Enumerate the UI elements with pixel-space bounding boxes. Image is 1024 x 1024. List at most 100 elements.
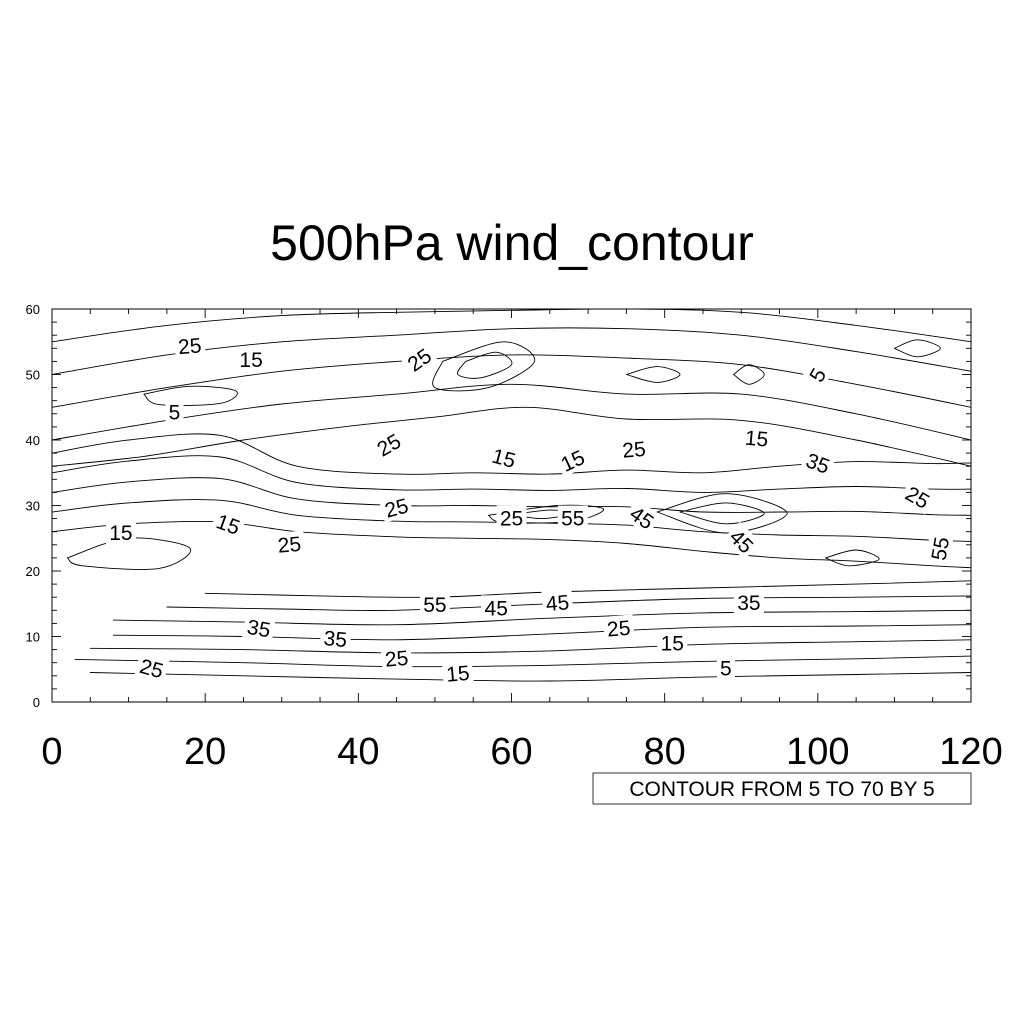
contour-label-bg (557, 505, 588, 530)
x-tick-label: 0 (41, 731, 62, 773)
x-tick-label: 60 (490, 731, 532, 773)
contour-label-text: 55 (928, 535, 955, 562)
contour-label-bg (242, 613, 276, 643)
contour-label-bg (740, 424, 773, 451)
contour-label: 25 (496, 505, 527, 531)
info-label-box: CONTOUR FROM 5 TO 70 BY 5 (592, 772, 972, 805)
y-tick-label: 0 (33, 695, 40, 710)
contour-label-bg (802, 360, 832, 389)
contour-label: 55 (557, 505, 588, 531)
contour-label: 25 (898, 478, 937, 515)
contour-label: 5 (802, 360, 832, 389)
contour-line-50 (51, 455, 972, 493)
contour-label-text: 35 (245, 616, 272, 643)
contour-label-text: 55 (423, 594, 446, 617)
y-tick-label: 10 (26, 630, 40, 645)
contour-label: 25 (602, 614, 635, 642)
contour-label-bg (481, 595, 512, 620)
contour-line-40 (51, 477, 972, 516)
contour-label-text: 15 (661, 633, 684, 656)
contour-line-25 (51, 406, 972, 467)
contour-line-20 (825, 549, 880, 567)
contour-label: 25 (273, 530, 306, 558)
contour-label: 55 (924, 531, 955, 566)
contour-label-bg (496, 505, 527, 530)
contour-label: 35 (319, 624, 352, 652)
x-tick-label: 120 (939, 731, 1002, 773)
contour-label-bg (210, 507, 247, 540)
contour-label-bg (134, 652, 170, 684)
contour-line-30 (456, 351, 513, 379)
contour-label: 15 (236, 347, 267, 372)
x-tick-label: 100 (786, 731, 849, 773)
contour-label: 55 (419, 592, 450, 617)
contour-label-text: 45 (725, 525, 758, 558)
contour-label: 15 (740, 424, 773, 452)
contour-label-bg (799, 446, 837, 480)
contour-label-bg (617, 435, 650, 463)
contour-lines (51, 308, 972, 682)
contour-label: 15 (486, 441, 522, 473)
contour-label-bg (105, 520, 136, 544)
contour-label-bg (165, 399, 184, 424)
contour-line-25 (432, 341, 535, 392)
x-tick-label: 40 (337, 731, 379, 773)
contour-label-bg (623, 498, 662, 536)
contour-label-text: 5 (720, 658, 732, 681)
contour-label-bg (722, 521, 762, 560)
contour-label: 35 (242, 613, 276, 643)
contour-label-text: 45 (485, 597, 508, 620)
contour-label-bg (602, 614, 635, 641)
contour-label-text: 55 (561, 508, 584, 531)
contour-label-bg (369, 426, 408, 463)
contour-label: 35 (799, 446, 837, 480)
contour-label-text: 25 (901, 482, 933, 514)
contour-label: 5 (165, 399, 184, 425)
contour-label-text: 45 (545, 591, 570, 616)
contour-label: 35 (733, 590, 764, 615)
contour-label-bg (898, 478, 937, 515)
contour-label-bg (236, 347, 267, 372)
contour-label-text: 15 (239, 349, 262, 372)
contour-label-bg (380, 644, 413, 672)
contour-line-15 (89, 639, 972, 654)
contour-line-35 (204, 580, 972, 598)
contour-label: 45 (623, 498, 662, 536)
contour-label: 25 (173, 332, 206, 359)
contour-label-text: 15 (109, 522, 132, 545)
contour-label: 15 (210, 507, 247, 540)
contour-label-text: 25 (621, 438, 646, 463)
contour-line-5 (733, 364, 765, 385)
contour-label-text: 25 (384, 647, 409, 672)
contour-label: 25 (617, 435, 650, 463)
contour-label: 45 (481, 595, 512, 620)
contour-line-40 (679, 502, 765, 525)
contour-label-text: 25 (277, 533, 302, 558)
contour-label-text: 25 (177, 334, 202, 359)
contour-line-5 (625, 366, 681, 383)
contour-label: 15 (441, 659, 474, 687)
contour-label-bg (441, 659, 474, 687)
contour-label-bg (733, 590, 764, 615)
contour-label-bg (173, 332, 206, 359)
contour-label: 15 (105, 520, 136, 545)
contour-label-bg (399, 340, 439, 378)
x-tick-label: 80 (644, 731, 686, 773)
y-tick-label: 40 (26, 433, 40, 448)
contour-label: 45 (722, 521, 762, 560)
contour-label-text: 15 (445, 662, 470, 687)
contour-label: 45 (541, 588, 574, 616)
contour-line-5 (89, 672, 972, 682)
y-tick-label: 30 (26, 499, 40, 514)
contour-label-text: 5 (169, 402, 181, 425)
contour-label-text: 15 (744, 427, 769, 452)
x-tick-label: 20 (184, 731, 226, 773)
contour-label: 15 (657, 630, 688, 656)
y-tick-label: 50 (26, 368, 40, 383)
contour-label-text: 25 (373, 430, 405, 462)
chart-title: 500hPa wind_contour (270, 215, 754, 271)
contour-label-bg (924, 531, 954, 566)
contour-line-25 (112, 609, 972, 626)
